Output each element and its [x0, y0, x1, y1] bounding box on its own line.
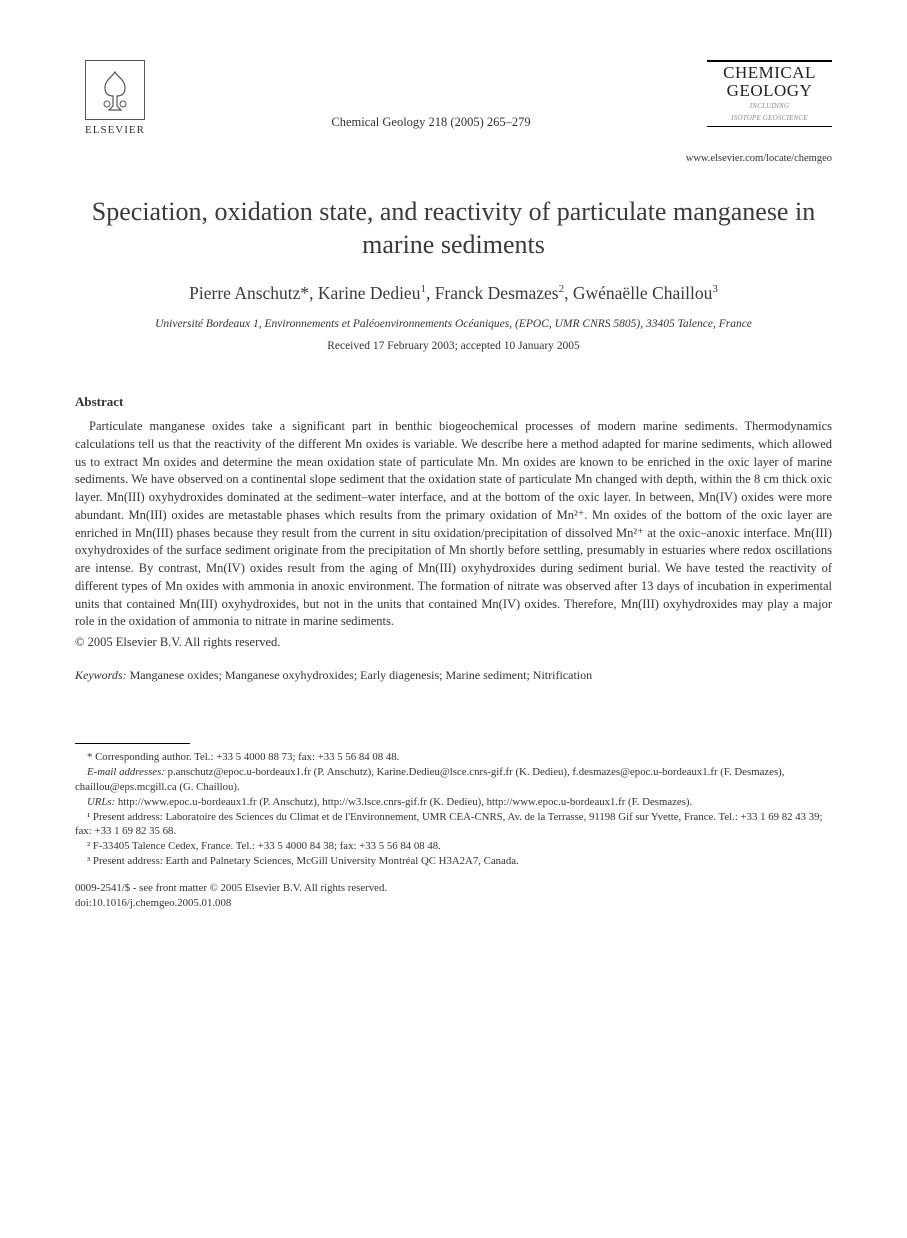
journal-name-line1: CHEMICAL [707, 64, 832, 82]
page-header: ELSEVIER Chemical Geology 218 (2005) 265… [75, 60, 832, 145]
journal-sub-line2: ISOTOPE GEOSCIENCE [707, 114, 832, 122]
article-dates: Received 17 February 2003; accepted 10 J… [75, 340, 832, 352]
abstract-heading: Abstract [75, 394, 832, 410]
footnote-2: ² F-33405 Talence Cedex, France. Tel.: +… [75, 839, 832, 854]
footnote-1: ¹ Present address: Laboratoire des Scien… [75, 810, 832, 840]
journal-sub-line1: INCLUDING [707, 102, 832, 110]
footnotes: * Corresponding author. Tel.: +33 5 4000… [75, 750, 832, 869]
elsevier-tree-icon [85, 60, 145, 120]
footnote-emails: E-mail addresses: p.anschutz@epoc.u-bord… [75, 765, 832, 795]
author-2-mark: 1 [420, 283, 426, 295]
journal-url: www.elsevier.com/locate/chemgeo [75, 153, 832, 164]
footnote-rule [75, 743, 190, 744]
tree-svg-icon [91, 66, 139, 114]
journal-rule-top [707, 60, 832, 62]
author-3: Franck Desmazes [435, 283, 559, 303]
author-3-mark: 2 [559, 283, 565, 295]
journal-rule-bottom [707, 126, 832, 127]
email-label: E-mail addresses: [87, 766, 165, 778]
abstract-body: Particulate manganese oxides take a sign… [75, 418, 832, 631]
article-authors: Pierre Anschutz*, Karine Dedieu1, Franck… [75, 283, 832, 304]
publisher-name: ELSEVIER [85, 124, 145, 136]
footnote-3: ³ Present address: Earth and Palnetary S… [75, 854, 832, 869]
doi-line: doi:10.1016/j.chemgeo.2005.01.008 [75, 896, 832, 911]
keywords-label: Keywords: [75, 668, 127, 682]
author-2: Karine Dedieu [318, 283, 421, 303]
email-body: p.anschutz@epoc.u-bordeaux1.fr (P. Ansch… [75, 766, 784, 793]
urls-label: URLs: [87, 796, 115, 808]
abstract-copyright: © 2005 Elsevier B.V. All rights reserved… [75, 635, 832, 650]
journal-name-line2: GEOLOGY [707, 82, 832, 100]
journal-logo-box: CHEMICAL GEOLOGY INCLUDING ISOTOPE GEOSC… [707, 60, 832, 129]
bottom-meta: 0009-2541/$ - see front matter © 2005 El… [75, 881, 832, 910]
keywords-value: Manganese oxides; Manganese oxyhydroxide… [130, 668, 593, 682]
journal-reference: Chemical Geology 218 (2005) 265–279 [331, 115, 530, 130]
author-4: Gwénaëlle Chaillou [573, 283, 712, 303]
keywords: Keywords: Manganese oxides; Manganese ox… [75, 668, 832, 683]
front-matter-line: 0009-2541/$ - see front matter © 2005 El… [75, 881, 832, 896]
article-affiliation: Université Bordeaux 1, Environnements et… [75, 318, 832, 330]
author-4-mark: 3 [712, 283, 718, 295]
footnote-corresponding: * Corresponding author. Tel.: +33 5 4000… [75, 750, 832, 765]
footnote-urls: URLs: http://www.epoc.u-bordeaux1.fr (P.… [75, 795, 832, 810]
urls-body: http://www.epoc.u-bordeaux1.fr (P. Ansch… [115, 796, 692, 808]
author-1-mark: * [300, 283, 309, 303]
author-1: Pierre Anschutz [189, 283, 300, 303]
article-title: Speciation, oxidation state, and reactiv… [75, 196, 832, 261]
publisher-logo: ELSEVIER [75, 60, 155, 145]
